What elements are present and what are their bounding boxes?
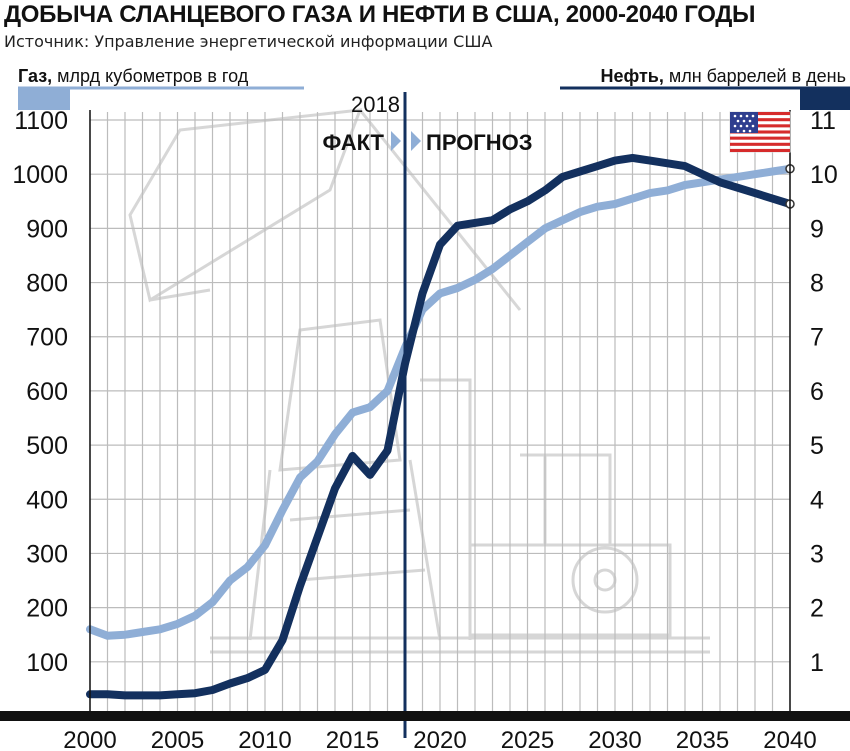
y-left-tick-label: 1000: [12, 161, 68, 189]
chart-title: ДОБЫЧА СЛАНЦЕВОГО ГАЗА И НЕФТИ В США, 20…: [4, 1, 756, 28]
y-left-tick-label: 600: [26, 378, 68, 406]
axes: [89, 110, 791, 716]
x-tick-label: 2035: [676, 727, 729, 751]
y-right-tick-label: 11: [810, 107, 836, 135]
oil-series-line: [86, 153, 794, 700]
y-right-tick-label: 10: [810, 161, 838, 189]
y-right-tick-label: 7: [810, 324, 824, 352]
flag-stripe: [730, 118, 790, 122]
grid-lines: [89, 112, 791, 716]
y-left-tick-label: 500: [26, 432, 68, 460]
y-right-tick-label: 1: [810, 649, 824, 677]
x-tick-label: 2005: [151, 727, 204, 751]
y-right-tick-label: 9: [810, 215, 824, 243]
flag-stripe: [730, 142, 790, 146]
series-lines: [86, 153, 795, 700]
x-tick-label: 2025: [501, 727, 554, 751]
chart-source: Источник: Управление энергетической инфо…: [4, 32, 493, 51]
x-tick-label: 2040: [763, 727, 816, 751]
y-left-tick-label: 100: [26, 649, 68, 677]
label-forecast: ПРОГНОЗ: [426, 130, 533, 155]
y-left-tick-label: 900: [26, 215, 68, 243]
y-right-tick-label: 6: [810, 378, 824, 406]
flag-stripe: [730, 124, 790, 128]
flag-stripe: [730, 112, 790, 116]
fact-arrow-icon: [391, 131, 401, 151]
y-left-tick-label: 700: [26, 324, 68, 352]
oil-legend-swatch: [800, 88, 850, 110]
y-right-tick-label: 4: [810, 486, 824, 514]
left-axis-legend: Газ, млрд кубометров в год: [18, 66, 304, 110]
y-left-tick-label: 300: [26, 540, 68, 568]
label-fact: ФАКТ: [322, 130, 384, 155]
right-axis-label: Нефть, млн баррелей в день: [600, 66, 846, 86]
flag-stripe: [730, 136, 790, 140]
flag-stripe: [730, 148, 790, 152]
y-left-tick-label: 200: [26, 595, 68, 623]
gas-legend-swatch: [18, 88, 70, 110]
y-right-tick-label: 2: [810, 595, 824, 623]
tick-labels: 100 200 300 400 500 600 700 800 900 1000 1100 1 2 3 4 5…: [12, 107, 837, 751]
x-tick-label: 2030: [588, 727, 641, 751]
y-left-tick-label: 800: [26, 270, 68, 298]
x-tick-label: 2000: [63, 727, 116, 751]
us-flag-icon: [729, 111, 791, 153]
pumpjack-illustration: [128, 108, 710, 654]
x-tick-label: 2015: [326, 727, 379, 751]
x-tick-label: 2020: [413, 727, 466, 751]
divider-year: 2018: [351, 92, 400, 117]
forecast-divider: 2018 ФАКТ ПРОГНОЗ: [322, 92, 533, 738]
left-axis-label: Газ, млрд кубометров в год: [18, 66, 249, 86]
y-right-tick-label: 5: [810, 432, 824, 460]
y-left-tick-label: 1100: [14, 107, 68, 135]
flag-stripe: [730, 130, 790, 134]
y-right-tick-label: 3: [810, 540, 824, 568]
forecast-arrow-icon: [411, 131, 421, 151]
gas-series-line: [86, 164, 794, 640]
y-left-tick-label: 400: [26, 486, 68, 514]
y-right-tick-label: 8: [810, 270, 824, 298]
right-axis-legend: Нефть, млн баррелей в день: [560, 66, 850, 110]
x-axis-bar: [0, 711, 850, 721]
x-tick-label: 2010: [238, 727, 291, 751]
